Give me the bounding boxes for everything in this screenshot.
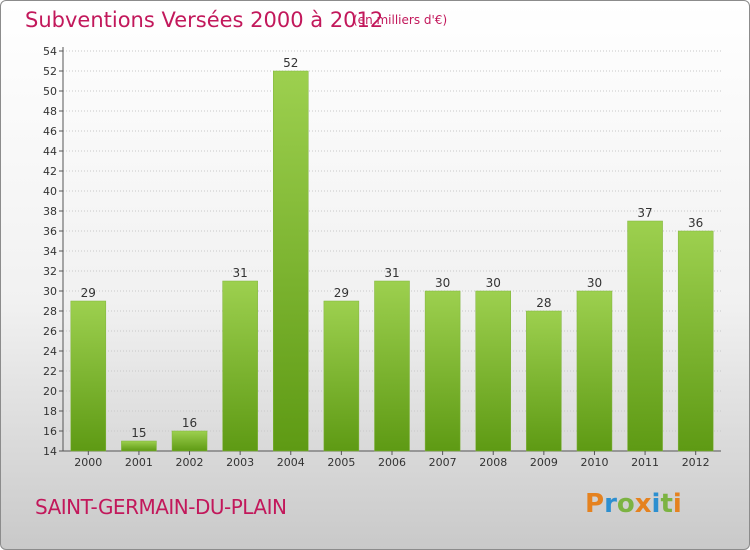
bar xyxy=(222,280,258,452)
bar-value-label: 30 xyxy=(435,276,450,290)
x-tick-label: 2005 xyxy=(327,456,355,469)
logo-letter: i xyxy=(651,489,661,519)
y-tick-label: 18 xyxy=(43,405,57,418)
y-tick-label: 24 xyxy=(43,345,57,358)
bar-value-label: 36 xyxy=(688,216,703,230)
logo-letter: x xyxy=(634,489,652,519)
bar xyxy=(70,300,107,452)
bar xyxy=(677,230,714,452)
bar-value-label: 15 xyxy=(131,426,146,440)
bar-value-label: 30 xyxy=(587,276,602,290)
x-tick-label: 2003 xyxy=(226,456,254,469)
x-tick-label: 2012 xyxy=(682,456,710,469)
bar xyxy=(526,310,562,452)
logo-letter: o xyxy=(616,489,635,519)
bar-value-label: 30 xyxy=(486,276,501,290)
y-tick-label: 30 xyxy=(43,285,57,298)
bar xyxy=(424,290,461,452)
y-tick-label: 48 xyxy=(43,105,57,118)
bar xyxy=(627,220,663,452)
logo-letter: i xyxy=(672,489,682,519)
x-tick-label: 2009 xyxy=(530,456,558,469)
bar-value-label: 52 xyxy=(283,56,298,70)
logo-letter: P xyxy=(585,489,605,519)
x-tick-label: 2007 xyxy=(429,456,457,469)
y-tick-label: 14 xyxy=(43,445,57,458)
bar-value-label: 31 xyxy=(233,266,248,280)
x-tick-label: 2000 xyxy=(74,456,102,469)
unit-note: (en milliers d'€) xyxy=(353,13,448,27)
bar xyxy=(171,430,208,452)
x-tick-label: 2008 xyxy=(479,456,507,469)
y-tick-label: 44 xyxy=(43,145,57,158)
bar xyxy=(273,70,309,452)
bar-value-label: 28 xyxy=(536,296,551,310)
x-tick-label: 2001 xyxy=(125,456,153,469)
x-tick-label: 2010 xyxy=(580,456,608,469)
y-tick-label: 54 xyxy=(43,45,57,58)
bar-value-label: 29 xyxy=(81,286,96,300)
chart-title: Subventions Versées 2000 à 2012 xyxy=(25,8,384,32)
x-tick-label: 2002 xyxy=(176,456,204,469)
y-tick-label: 16 xyxy=(43,425,57,438)
logo-letter: t xyxy=(660,489,673,519)
bar-value-label: 16 xyxy=(182,416,197,430)
y-tick-label: 26 xyxy=(43,325,57,338)
bar xyxy=(121,440,157,452)
bar-value-label: 31 xyxy=(384,266,399,280)
x-tick-label: 2011 xyxy=(631,456,659,469)
y-tick-label: 36 xyxy=(43,225,57,238)
proxiti-logo: Proxiti xyxy=(585,489,682,519)
bar-value-label: 37 xyxy=(637,206,652,220)
y-tick-label: 32 xyxy=(43,265,57,278)
x-tick-label: 2004 xyxy=(277,456,305,469)
y-tick-label: 52 xyxy=(43,65,57,78)
y-tick-label: 34 xyxy=(43,245,57,258)
bar xyxy=(374,280,410,452)
y-tick-label: 40 xyxy=(43,185,57,198)
bar xyxy=(323,300,360,452)
y-tick-label: 50 xyxy=(43,85,57,98)
bar-value-label: 29 xyxy=(334,286,349,300)
x-tick-label: 2006 xyxy=(378,456,406,469)
y-tick-label: 22 xyxy=(43,365,57,378)
bar xyxy=(576,290,613,452)
bar xyxy=(475,290,511,452)
logo-letter: r xyxy=(604,489,617,519)
y-tick-label: 46 xyxy=(43,125,57,138)
y-tick-label: 20 xyxy=(43,385,57,398)
y-tick-label: 42 xyxy=(43,165,57,178)
y-tick-label: 28 xyxy=(43,305,57,318)
city-name: SAINT-GERMAIN-DU-PLAIN xyxy=(35,495,287,519)
y-tick-label: 38 xyxy=(43,205,57,218)
